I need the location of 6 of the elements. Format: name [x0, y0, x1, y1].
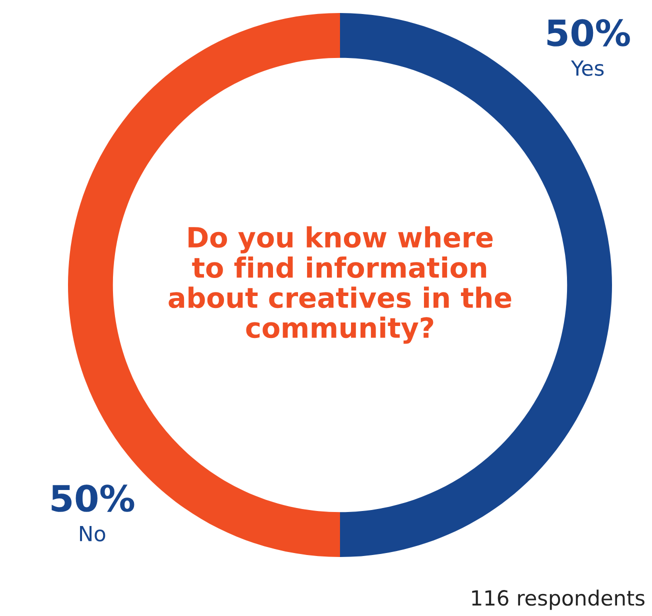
- slice-label: Yes: [570, 60, 604, 76]
- text: Do you know where to find information about creatives in the community?: [168, 226, 512, 344]
- text: 116 respondents: [472, 590, 644, 610]
- data-label: 50%: [52, 484, 134, 512]
- slice-label: No: [80, 526, 106, 542]
- data-label: 50%: [547, 19, 630, 46]
